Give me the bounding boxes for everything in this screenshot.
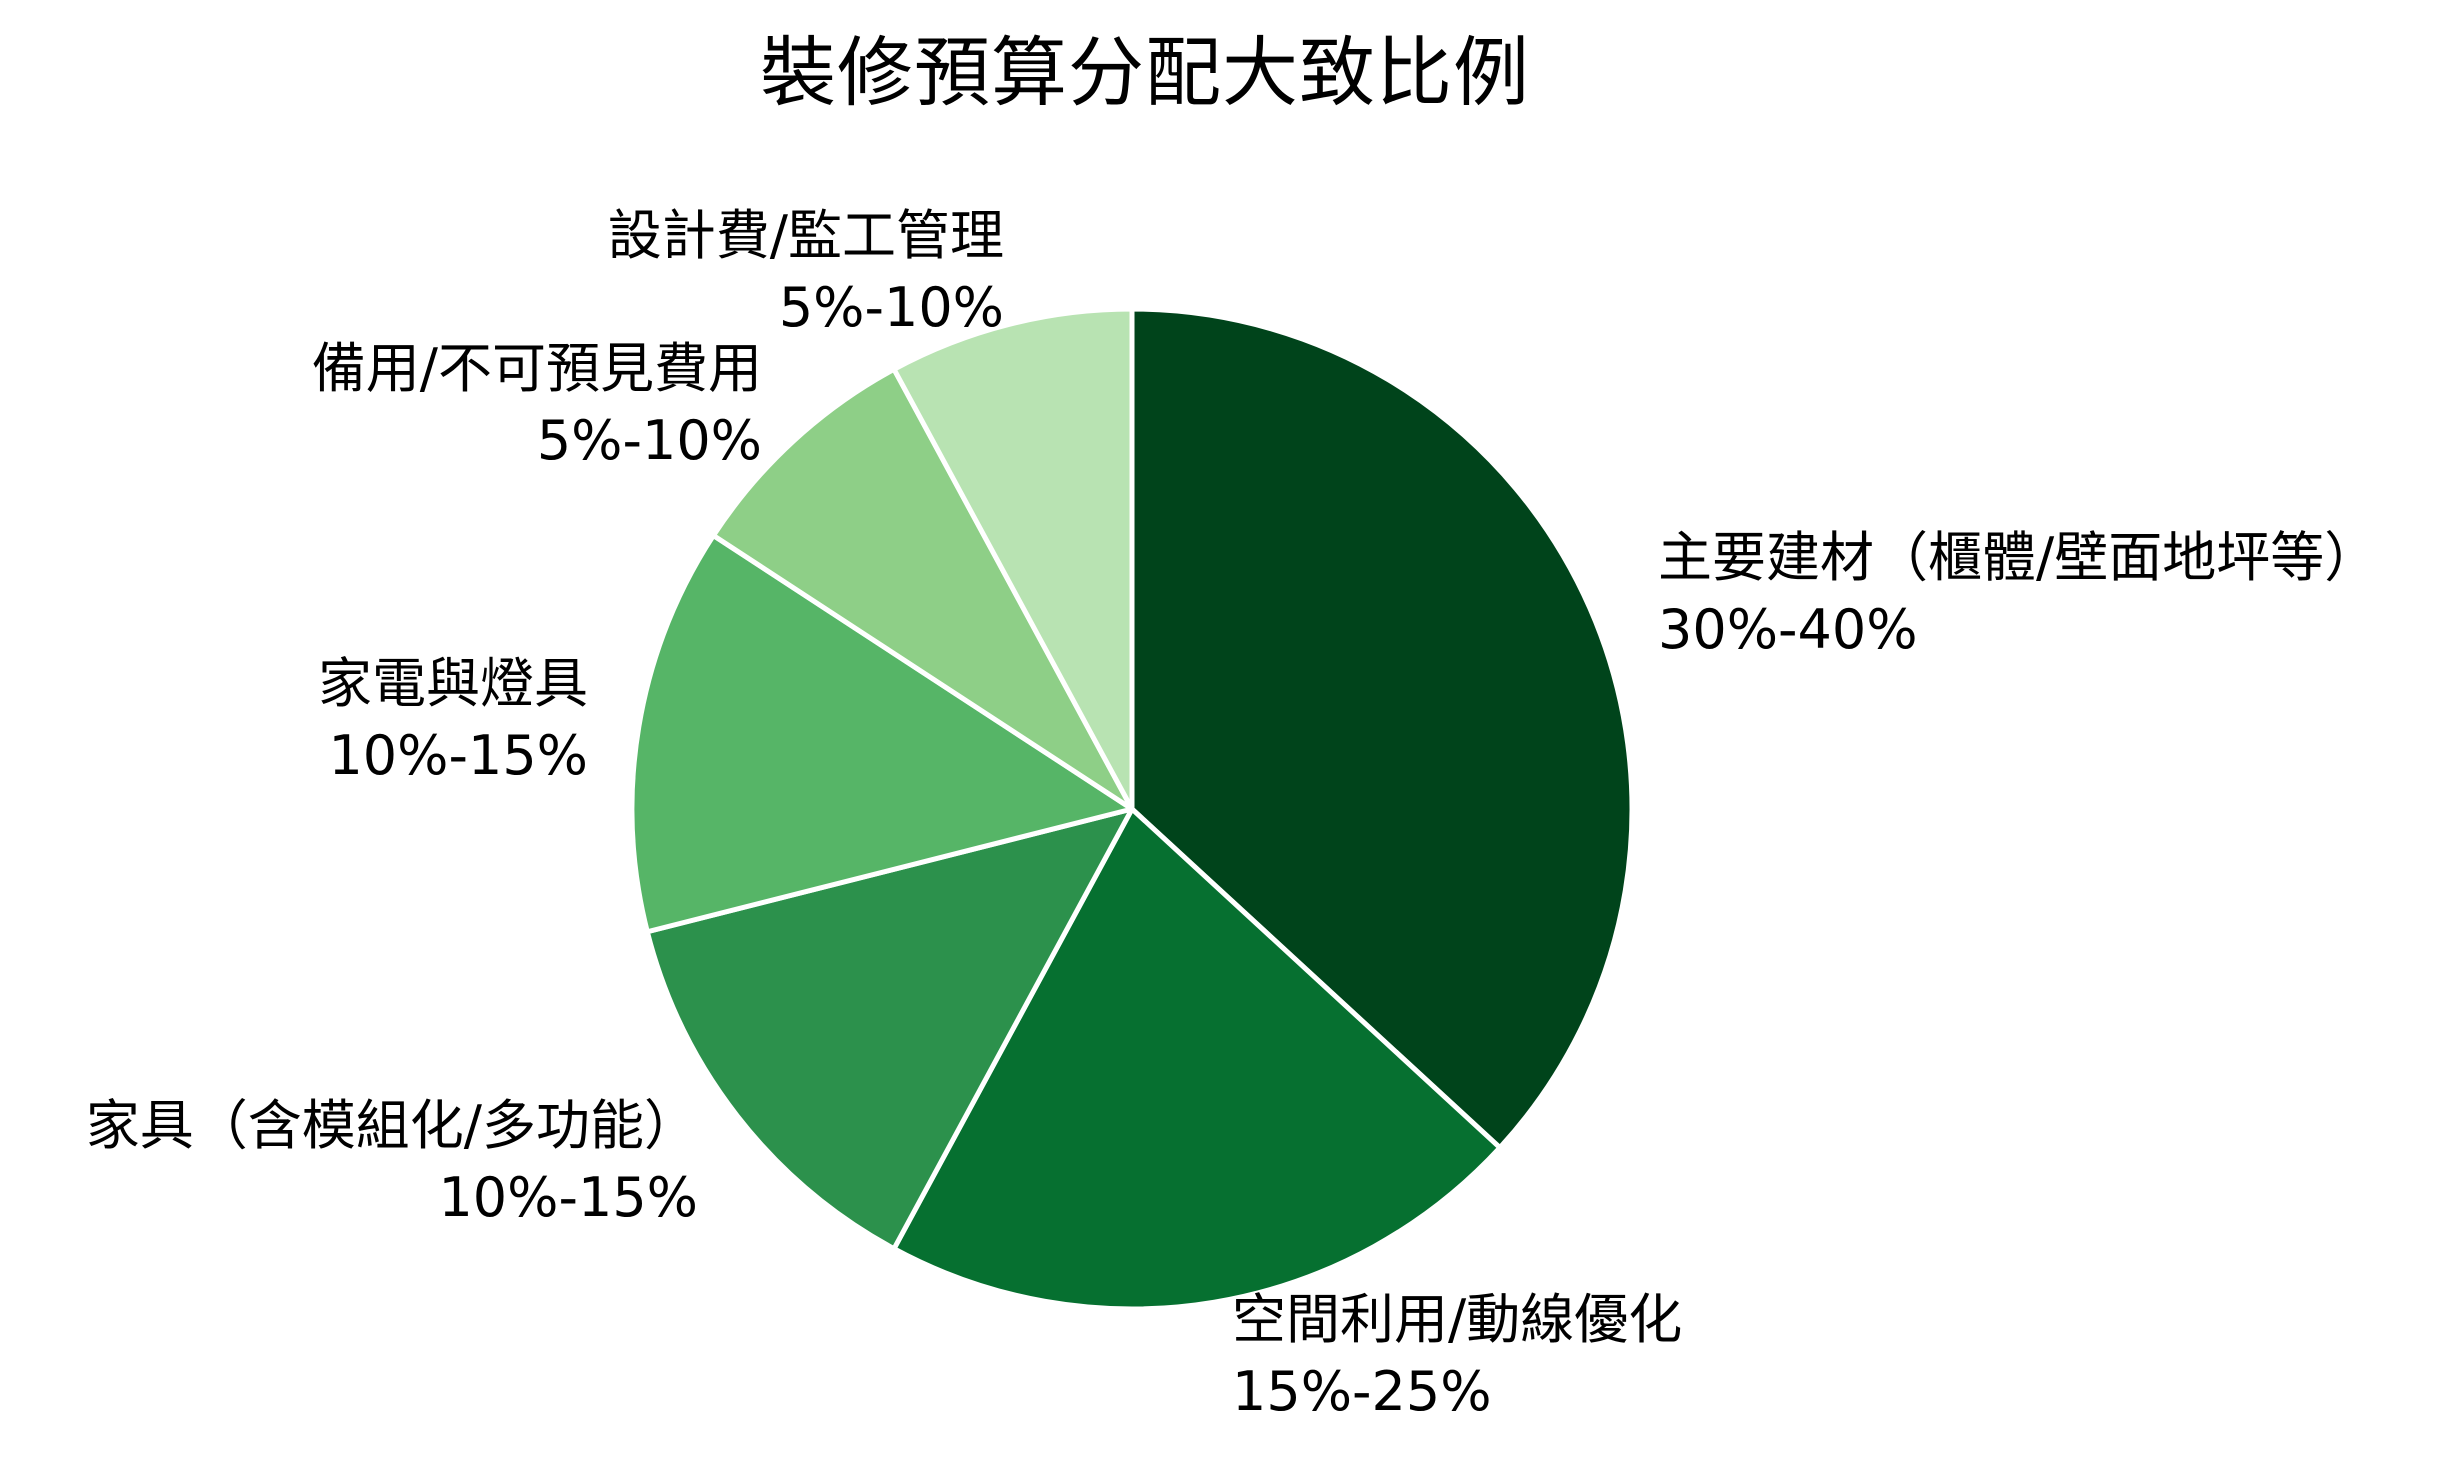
pie-slice <box>891 306 1135 812</box>
slice-label-range: 10%-15% <box>438 1166 698 1229</box>
chart-title: 裝修預算分配大致比例 <box>760 28 1530 117</box>
slice-label-appliances-lighting: 家電與燈具 10%-15% <box>318 648 588 792</box>
slice-label-range: 30%-40% <box>1658 598 1918 661</box>
pie-slice <box>629 533 1135 935</box>
slice-label-space-planning: 空間利用/動線優化 15%-25% <box>1232 1284 1682 1428</box>
slice-label-name: 備用/不可預見費用 <box>311 337 762 400</box>
slice-label-range: 5%-10% <box>778 276 1004 339</box>
pie-slice <box>710 366 1135 812</box>
slice-label-contingency: 備用/不可預見費用 5%-10% <box>312 333 762 477</box>
slice-label-range: 5%-10% <box>536 409 762 472</box>
slice-label-name: 設計費/監工管理 <box>607 204 1004 267</box>
pie-slices <box>629 306 1635 1312</box>
slice-label-design-supervision: 設計費/監工管理 5%-10% <box>608 200 1004 344</box>
slice-label-furniture: 家具（含模組化/多功能） 10%-15% <box>86 1090 698 1234</box>
slice-label-name: 主要建材（櫃體/壁面地坪等） <box>1658 526 2379 589</box>
slice-label-range: 10%-15% <box>328 724 588 787</box>
slice-label-name: 空間利用/動線優化 <box>1232 1288 1683 1351</box>
slice-label-name: 家具（含模組化/多功能） <box>85 1094 698 1157</box>
pie-slice <box>891 806 1503 1312</box>
pie-slice <box>1129 306 1635 1151</box>
slice-label-name: 家電與燈具 <box>318 652 588 715</box>
pie-slice <box>644 806 1135 1252</box>
slice-label-main-materials: 主要建材（櫃體/壁面地坪等） 30%-40% <box>1658 522 2378 666</box>
slice-label-range: 15%-25% <box>1232 1360 1492 1423</box>
